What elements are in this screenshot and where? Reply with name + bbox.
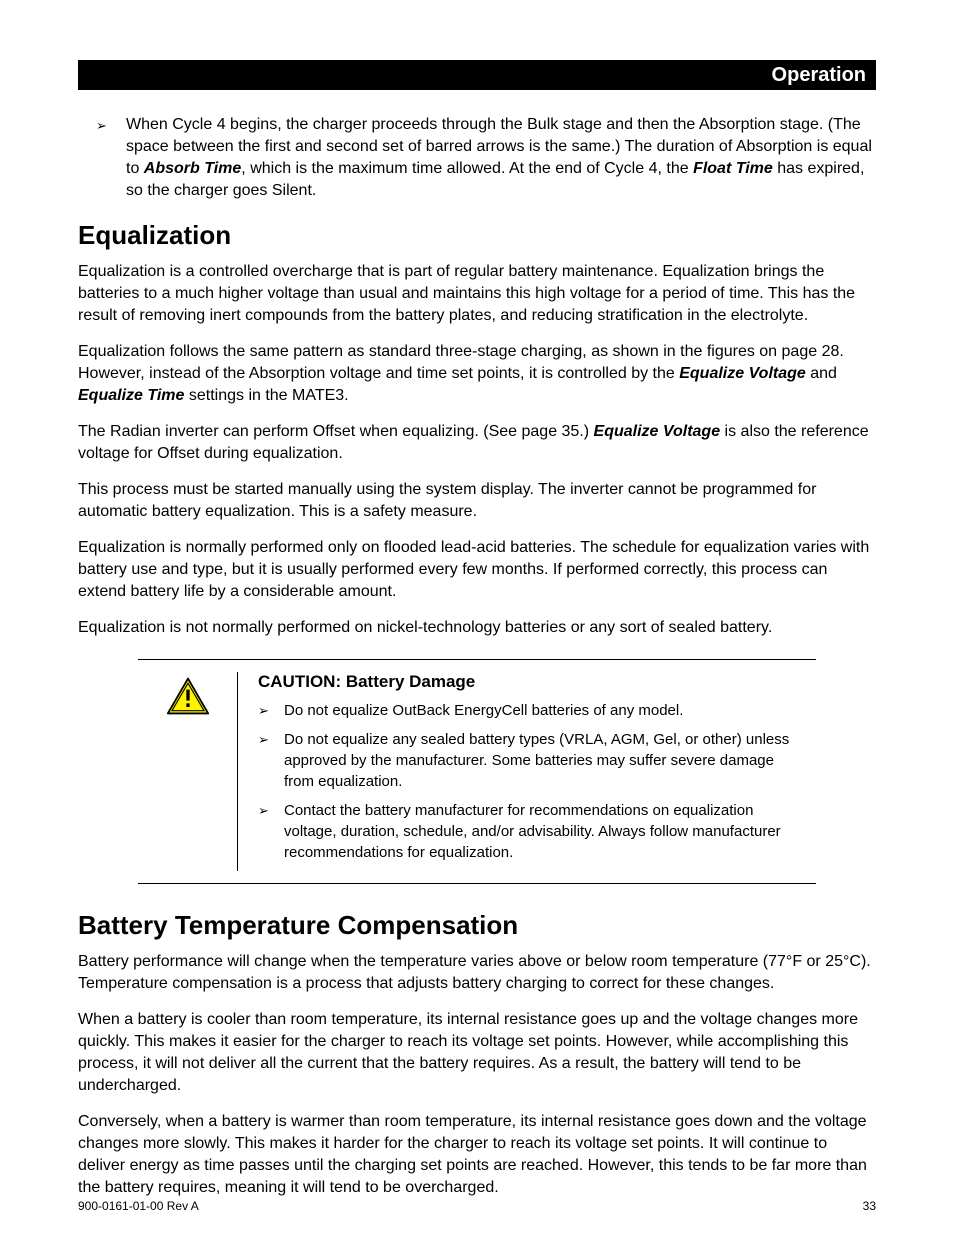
intro-bullet-text: When Cycle 4 begins, the charger proceed… (126, 114, 876, 202)
caution-box: CAUTION: Battery Damage ➢ Do not equaliz… (138, 659, 816, 884)
equalization-p5: Equalization is normally performed only … (78, 537, 876, 603)
caution-item-text: Do not equalize OutBack EnergyCell batte… (284, 700, 816, 721)
bullet-arrow-icon: ➢ (258, 700, 284, 721)
caution-item: ➢ Do not equalize any sealed battery typ… (258, 729, 816, 792)
term-equalize-time: Equalize Time (78, 387, 184, 404)
caution-content: CAUTION: Battery Damage ➢ Do not equaliz… (238, 672, 816, 871)
page: Operation ➢ When Cycle 4 begins, the cha… (0, 0, 954, 1253)
page-footer: 900-0161-01-00 Rev A 33 (78, 1199, 876, 1213)
term-equalize-voltage-2: Equalize Voltage (594, 423, 721, 440)
heading-equalization: Equalization (78, 220, 876, 251)
caution-item-text: Contact the battery manufacturer for rec… (284, 800, 816, 863)
equalization-p2: Equalization follows the same pattern as… (78, 341, 876, 407)
bullet-arrow-icon: ➢ (258, 729, 284, 792)
caution-list: ➢ Do not equalize OutBack EnergyCell bat… (258, 700, 816, 863)
equalization-p1: Equalization is a controlled overcharge … (78, 261, 876, 327)
section-header-title: Operation (772, 64, 866, 87)
term-float-time: Float Time (693, 160, 773, 177)
btc-p3: Conversely, when a battery is warmer tha… (78, 1111, 876, 1199)
bullet-arrow-icon: ➢ (258, 800, 284, 863)
intro-bullet: ➢ When Cycle 4 begins, the charger proce… (96, 114, 876, 202)
btc-p2: When a battery is cooler than room tempe… (78, 1009, 876, 1097)
footer-page-number: 33 (863, 1199, 876, 1213)
footer-doc-id: 900-0161-01-00 Rev A (78, 1199, 199, 1213)
section-header-bar: Operation (78, 60, 876, 90)
heading-btc: Battery Temperature Compensation (78, 910, 876, 941)
caution-item: ➢ Contact the battery manufacturer for r… (258, 800, 816, 863)
btc-p1: Battery performance will change when the… (78, 951, 876, 995)
term-equalize-voltage: Equalize Voltage (679, 365, 806, 382)
term-absorb-time: Absorb Time (144, 160, 242, 177)
warning-triangle-icon (166, 676, 210, 721)
caution-title: CAUTION: Battery Damage (258, 672, 816, 692)
caution-icon-cell (138, 672, 238, 871)
equalization-p4: This process must be started manually us… (78, 479, 876, 523)
bullet-arrow-icon: ➢ (96, 114, 126, 202)
equalization-p6: Equalization is not normally performed o… (78, 617, 876, 639)
caution-item: ➢ Do not equalize OutBack EnergyCell bat… (258, 700, 816, 721)
caution-item-text: Do not equalize any sealed battery types… (284, 729, 816, 792)
equalization-p3: The Radian inverter can perform Offset w… (78, 421, 876, 465)
